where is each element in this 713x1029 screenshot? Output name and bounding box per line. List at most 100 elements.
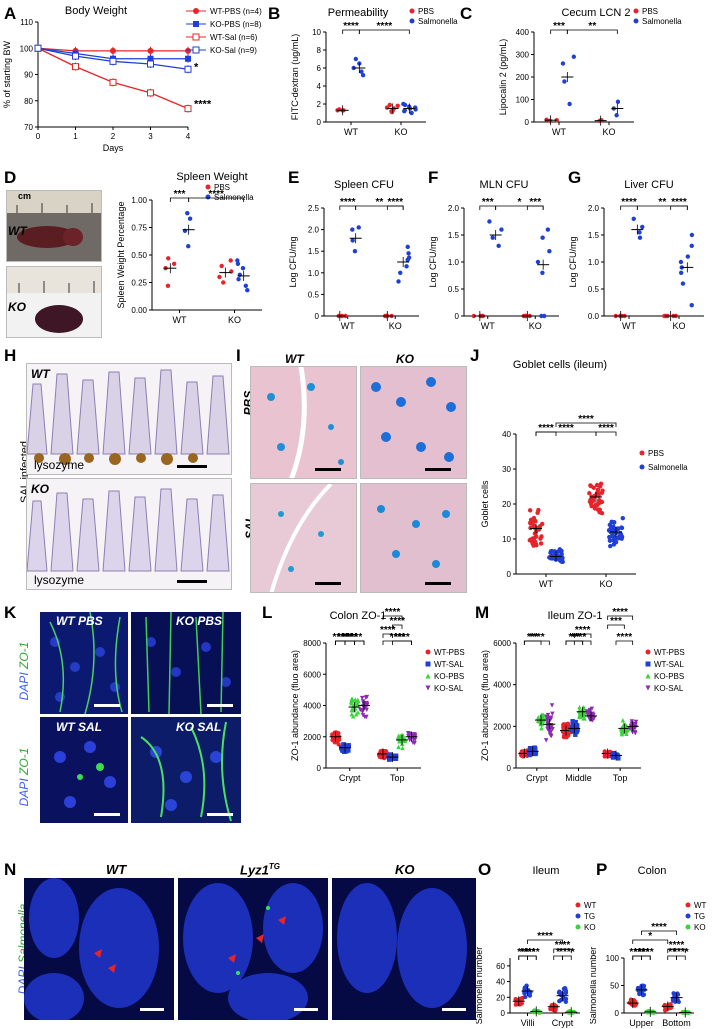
data-point xyxy=(616,756,621,761)
chart-title: Liver CFU xyxy=(624,179,674,191)
panel-letter-p: P xyxy=(596,860,608,879)
legend-marker xyxy=(645,685,651,691)
data-point xyxy=(516,1001,521,1007)
sal-title-tg: TG xyxy=(268,862,281,871)
data-point xyxy=(353,56,359,62)
zo1-side-label-bottom: DAPI ZO-1 xyxy=(17,727,31,827)
data-point xyxy=(615,526,620,531)
data-point xyxy=(401,101,406,107)
significance-label: *** xyxy=(517,947,529,958)
data-point xyxy=(689,243,694,248)
significance-label: * xyxy=(194,62,199,74)
goblet-col-ko: KO xyxy=(396,352,414,366)
data-point xyxy=(545,724,550,729)
data-point xyxy=(574,729,579,735)
spleen-photo-ko xyxy=(6,266,102,338)
data-point xyxy=(525,987,531,993)
y-tick-label: 100 xyxy=(606,954,620,963)
significance-bracket xyxy=(392,624,403,629)
goblet-col-wt: WT xyxy=(285,352,304,366)
data-point xyxy=(662,1003,667,1008)
data-point xyxy=(413,107,418,112)
y-tick-label: 100 xyxy=(516,96,530,105)
data-point xyxy=(609,519,614,524)
data-point xyxy=(588,501,594,507)
significance-label: **** xyxy=(571,632,587,643)
data-point xyxy=(387,102,392,108)
y-axis-label: Log CFU/mg xyxy=(428,236,438,287)
panel-letter-k: K xyxy=(4,603,17,622)
panel-letter-b: B xyxy=(268,4,281,23)
goblet-image-wt-sal xyxy=(250,483,357,593)
data-point xyxy=(567,101,572,107)
data-point xyxy=(240,266,246,271)
legend-marker xyxy=(633,8,639,14)
data-point xyxy=(383,749,389,754)
significance-bracket xyxy=(636,205,688,210)
legend-marker xyxy=(192,33,200,41)
significance-label: **** xyxy=(340,197,356,208)
data-point xyxy=(350,227,355,232)
significance-label: *** xyxy=(553,21,565,32)
legend-label: WT-SAL xyxy=(434,660,464,669)
data-point xyxy=(602,754,607,759)
data-point xyxy=(637,235,643,240)
y-tick-label: 50 xyxy=(610,982,619,991)
x-tick-label: WT xyxy=(341,321,355,331)
data-point xyxy=(545,715,550,721)
data-point xyxy=(545,712,551,718)
significance-bracket xyxy=(555,422,617,427)
chart-spleen-cfu: Spleen CFU 0 0.5 1.0 1.5 2.0 2.5 Log CFU/mg WT KO… xyxy=(288,179,419,331)
data-point xyxy=(689,232,695,238)
x-tick-label: 0 xyxy=(36,132,41,141)
y-tick-label: 20 xyxy=(502,500,511,509)
data-point xyxy=(109,78,117,86)
x-tick-label: KO xyxy=(394,127,407,137)
y-axis-label: Lipocalin 2 (pg/mL) xyxy=(498,39,508,116)
chart-spleen-weight: Spleen Weight 0.00 0.25 0.50 0.75 1.00 Spleen … xyxy=(116,171,262,325)
data-point xyxy=(34,44,42,52)
y-axis-label: ZO-1 abundance (fluo area) xyxy=(290,650,300,761)
x-tick-label: WT xyxy=(173,315,187,325)
data-point xyxy=(539,534,544,539)
zo1-image-wt-sal xyxy=(40,717,128,823)
data-point xyxy=(364,707,369,712)
data-point xyxy=(359,695,365,701)
significance-label: **** xyxy=(571,632,587,643)
significance-label: **** xyxy=(559,947,575,958)
y-tick-label: 0 xyxy=(507,764,512,773)
significance-bracket xyxy=(607,615,634,620)
zo1-side-label-top: DAPI ZO-1 xyxy=(17,621,31,721)
data-point xyxy=(236,277,241,282)
significance-bracket xyxy=(676,955,686,960)
data-point xyxy=(542,313,547,319)
data-point xyxy=(538,541,544,546)
data-point xyxy=(689,303,694,308)
significance-label: **** xyxy=(394,632,410,643)
lysozyme-label-wt: lysozyme xyxy=(34,458,85,472)
data-point xyxy=(360,699,366,704)
data-point xyxy=(381,755,387,761)
significance-label: **** xyxy=(377,21,393,32)
data-point xyxy=(527,752,532,758)
data-point xyxy=(409,110,414,116)
data-point xyxy=(396,279,401,284)
significance-label: *** xyxy=(527,632,539,643)
significance-bracket xyxy=(566,29,618,34)
x-tick-label: KO xyxy=(228,315,241,325)
legend-marker xyxy=(645,673,651,679)
data-point xyxy=(171,261,177,266)
significance-label: **** xyxy=(538,423,554,434)
legend-marker xyxy=(575,924,581,930)
data-point xyxy=(560,61,566,66)
significance-label: **** xyxy=(520,947,536,958)
goblet-image-wt-pbs xyxy=(250,366,357,479)
data-point xyxy=(557,998,562,1004)
x-tick-label: Villi xyxy=(521,1018,535,1028)
data-point xyxy=(412,732,417,737)
legend-label: WT-PBS xyxy=(434,648,465,657)
y-axis-label: Spleen Weight Percentage xyxy=(116,202,126,309)
significance-label: ** xyxy=(588,21,596,32)
legend-marker xyxy=(575,913,581,919)
data-point xyxy=(633,730,638,736)
